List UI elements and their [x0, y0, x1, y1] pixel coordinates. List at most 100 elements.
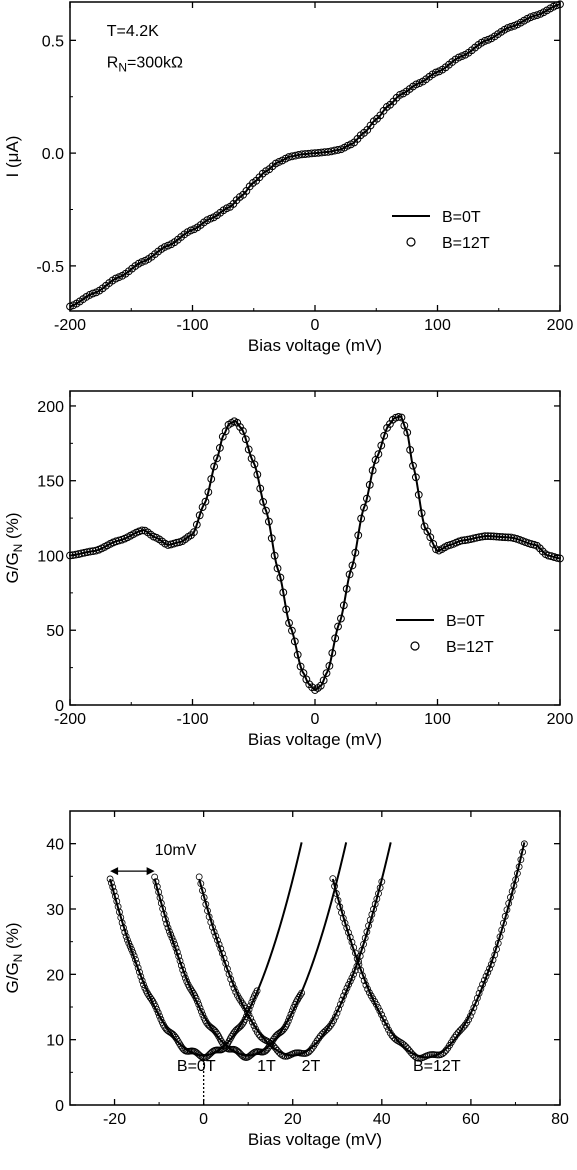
y-tick-label: 30	[46, 902, 64, 919]
x-tick-label: 80	[551, 1111, 569, 1128]
data-point-marker	[221, 427, 230, 436]
x-tick-label: 40	[373, 1111, 391, 1128]
data-point-marker	[322, 669, 331, 678]
series-b-12t-markers	[66, 412, 564, 694]
arrow-head-left	[110, 867, 119, 876]
data-point-marker	[88, 289, 97, 298]
x-tick-label: 200	[547, 711, 574, 728]
annotation: 2T	[302, 1058, 321, 1075]
y-axis-label: I (μA)	[3, 136, 22, 178]
fit-curve	[109, 842, 303, 1057]
x-tick-label: 0	[199, 1111, 208, 1128]
x-tick-label: 0	[311, 317, 320, 334]
x-tick-label: -100	[176, 711, 208, 728]
x-axis-label: Bias voltage (mV)	[248, 1130, 382, 1149]
legend: B=0T B=12T	[392, 209, 490, 252]
y-tick-label: 200	[37, 399, 64, 416]
data-point-marker	[379, 1015, 387, 1022]
x-axis-label: Bias voltage (mV)	[248, 336, 382, 355]
plot-frame	[69, 810, 561, 1106]
x-tick-label: -20	[103, 1111, 126, 1128]
data-point-marker	[201, 497, 210, 506]
data-point-marker	[263, 1037, 271, 1045]
x-tick-label: -200	[54, 711, 86, 728]
y-tick-label: 0.5	[42, 33, 64, 50]
data-point-marker	[374, 450, 383, 459]
data-point-marker	[472, 999, 480, 1007]
y-tick-label: 100	[37, 548, 64, 565]
data-point-marker	[286, 1014, 294, 1022]
data-point-marker	[458, 1025, 466, 1033]
data-point-marker	[406, 1047, 413, 1055]
data-point-marker	[407, 1049, 415, 1057]
fit-curve	[198, 842, 392, 1057]
annotation: 10mV	[155, 842, 197, 859]
data-point-marker	[186, 226, 195, 235]
series-b-12t-markers	[66, 0, 564, 311]
legend-label: B=0T	[442, 209, 481, 226]
data-point-marker	[480, 37, 489, 45]
x-tick-label: 100	[424, 317, 451, 334]
legend-label: B=12T	[442, 235, 490, 252]
data-point-marker	[383, 1022, 391, 1030]
curve-markers-0	[106, 875, 261, 1061]
x-tick-label: 60	[462, 1111, 480, 1128]
data-point-marker	[66, 302, 74, 311]
y-tick-label: 20	[46, 967, 64, 984]
y-tick-label: 0	[55, 698, 64, 715]
data-point-marker	[335, 1005, 343, 1013]
annotation: RN=300kΩ	[107, 54, 183, 74]
annotation: T=4.2K	[107, 23, 159, 40]
data-point-marker	[336, 1001, 344, 1008]
y-axis-label: G/GN (%)	[3, 512, 25, 583]
data-point-marker	[190, 528, 198, 537]
panel-3-axes: -20 0 20 40 60 80 0 10 20 30 40 Bias voltage (mV) G/…	[3, 810, 569, 1149]
data-point-marker	[395, 1038, 403, 1045]
data-point-marker	[156, 1012, 163, 1020]
data-point-marker	[137, 258, 146, 266]
data-point-marker	[460, 1023, 467, 1031]
data-point-marker	[262, 506, 270, 515]
series-b-0t-line	[69, 415, 561, 692]
plot-frame	[69, 390, 561, 706]
data-point-marker	[239, 427, 247, 435]
arrow-head-right	[146, 867, 155, 876]
x-tick-label: 20	[284, 1111, 302, 1128]
annotation: B=0T	[177, 1058, 216, 1075]
legend: B=0T B=12T	[396, 613, 494, 656]
fit-curve	[153, 842, 348, 1057]
data-point-marker	[381, 1019, 389, 1026]
data-point-marker	[192, 520, 201, 529]
data-point-marker	[198, 1008, 205, 1015]
series-b-0t-line	[69, 3, 561, 308]
data-point-marker	[325, 1024, 333, 1032]
data-point-marker	[299, 669, 308, 677]
legend-label: B=0T	[446, 613, 485, 630]
data-point-marker	[400, 421, 409, 430]
panel-2-axes: -200 -100 0 100 200 0 50 100 150 200 Bias voltage …	[3, 390, 574, 749]
data-point-marker	[262, 1036, 270, 1044]
curve-markers-3	[329, 840, 528, 1062]
y-tick-label: 150	[37, 474, 64, 491]
x-tick-label: 100	[424, 711, 451, 728]
data-point-marker	[393, 1037, 401, 1044]
x-axis-label: Bias voltage (mV)	[248, 730, 382, 749]
data-point-marker	[250, 1022, 258, 1030]
x-tick-label: -100	[176, 317, 208, 334]
data-point-marker	[157, 1015, 165, 1023]
y-tick-label: 40	[46, 837, 64, 854]
panel-1-axes: -200 -100 0 100 200 -0.5 0.0 0.5 Bias voltage (m…	[3, 1, 573, 355]
data-point-marker	[213, 454, 221, 463]
annotation: B=12T	[413, 1058, 461, 1075]
x-tick-label: 0	[311, 711, 320, 728]
y-tick-label: 0.0	[42, 146, 64, 163]
data-point-marker	[319, 676, 328, 685]
fit-curve	[331, 842, 526, 1059]
annotation: 1T	[257, 1058, 276, 1075]
data-point-marker	[248, 1018, 256, 1026]
y-axis-label: G/GN (%)	[3, 922, 25, 993]
data-point-marker	[426, 533, 435, 542]
data-point-marker	[250, 460, 259, 469]
data-point-marker	[397, 1039, 405, 1046]
